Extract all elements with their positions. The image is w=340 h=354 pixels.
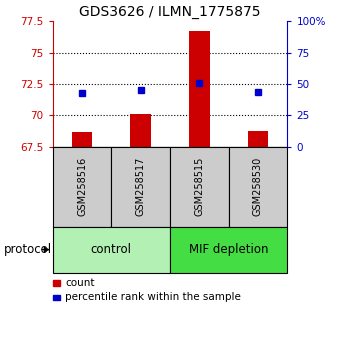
Title: GDS3626 / ILMN_1775875: GDS3626 / ILMN_1775875	[79, 5, 261, 19]
Text: percentile rank within the sample: percentile rank within the sample	[65, 292, 241, 302]
Text: control: control	[91, 243, 132, 256]
Text: GSM258515: GSM258515	[194, 157, 204, 216]
Bar	[248, 131, 268, 147]
Text: GSM258517: GSM258517	[136, 157, 146, 216]
Text: GSM258516: GSM258516	[77, 157, 87, 216]
Text: protocol: protocol	[3, 243, 52, 256]
Bar	[131, 114, 151, 147]
Text: count: count	[65, 278, 95, 288]
Bar	[72, 132, 92, 147]
Bar	[189, 31, 209, 147]
Text: GSM258530: GSM258530	[253, 157, 263, 216]
Text: MIF depletion: MIF depletion	[189, 243, 268, 256]
